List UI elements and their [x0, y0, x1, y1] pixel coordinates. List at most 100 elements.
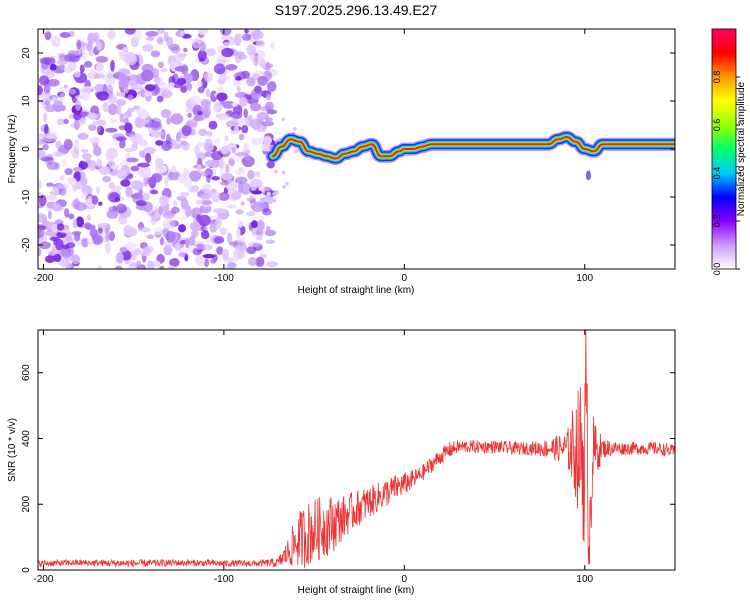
noise-blob	[38, 180, 43, 190]
noise-blob	[158, 205, 164, 215]
noise-blob	[122, 46, 129, 53]
noise-blob	[251, 220, 258, 229]
noise-blob	[255, 230, 262, 235]
noise-blob	[68, 61, 77, 71]
noise-blob	[185, 237, 190, 249]
noise-blob	[240, 201, 245, 207]
noise-blob	[257, 128, 266, 133]
noise-blob	[147, 260, 155, 269]
noise-blob	[194, 144, 200, 156]
noise-blob	[234, 176, 248, 184]
noise-blob	[120, 179, 131, 187]
snr-plot-area	[38, 330, 675, 570]
noise-blob	[264, 117, 273, 122]
noise-blob	[87, 196, 93, 204]
noise-blob	[155, 157, 164, 168]
noise-blob	[79, 86, 92, 95]
noise-blob	[63, 84, 68, 89]
noise-blob	[92, 120, 102, 126]
noise-blob	[275, 190, 279, 194]
noise-blob	[69, 177, 77, 187]
noise-blob	[195, 254, 206, 267]
x-tick-label: 100	[576, 273, 593, 284]
noise-blob	[220, 181, 230, 186]
noise-blob	[274, 169, 278, 174]
noise-blob	[134, 116, 145, 129]
noise-blob	[80, 149, 89, 153]
noise-blob	[230, 255, 240, 263]
noise-blob	[118, 76, 129, 89]
noise-blob	[74, 95, 84, 100]
noise-blob	[116, 104, 122, 116]
noise-blob	[150, 50, 161, 58]
noise-blob	[42, 144, 49, 151]
snr-frame	[37, 329, 676, 571]
noise-blob	[220, 29, 232, 37]
noise-blob	[68, 213, 75, 220]
noise-blob	[160, 140, 172, 152]
noise-blob	[44, 123, 49, 134]
noise-blob	[222, 100, 236, 109]
noise-blob	[63, 118, 69, 125]
noise-blob	[231, 191, 242, 200]
noise-blob	[42, 217, 48, 227]
noise-blob	[166, 117, 172, 125]
noise-blob	[205, 159, 218, 167]
noise-blob	[256, 112, 269, 120]
noise-blob	[250, 179, 263, 188]
colorbar-tick-label: 0.0	[712, 263, 722, 276]
noise-blob	[61, 244, 70, 249]
noise-blob	[140, 249, 151, 257]
noise-blob	[198, 57, 205, 63]
noise-blob	[181, 141, 190, 151]
noise-blob	[241, 33, 252, 41]
noise-blob	[203, 244, 213, 251]
noise-blob	[154, 206, 158, 218]
noise-blob	[211, 176, 221, 181]
noise-blob	[172, 199, 178, 209]
noise-blob	[180, 84, 188, 93]
noise-blob	[184, 205, 192, 218]
noise-blob	[191, 37, 202, 49]
noise-blob	[266, 161, 275, 169]
noise-blob	[251, 55, 264, 65]
noise-blob	[265, 93, 271, 101]
noise-blob	[64, 168, 73, 176]
noise-blob	[150, 131, 161, 138]
noise-blob	[78, 118, 87, 126]
noise-blob	[180, 216, 187, 221]
y-tick-label: 200	[21, 495, 32, 512]
noise-blob	[84, 222, 92, 230]
noise-blob	[75, 216, 84, 228]
noise-blob	[294, 149, 299, 154]
noise-blob	[231, 147, 237, 154]
noise-blob	[99, 166, 111, 176]
noise-blob	[167, 265, 175, 269]
noise-blob	[210, 258, 217, 264]
noise-blob	[109, 118, 118, 123]
y-tick-label: 400	[21, 430, 32, 447]
noise-blob	[55, 238, 64, 251]
noise-blob	[146, 177, 156, 186]
noise-blob	[72, 218, 78, 229]
noise-blob	[238, 133, 245, 141]
noise-blob	[241, 155, 255, 168]
noise-blob	[125, 186, 133, 198]
noise-blob	[142, 44, 154, 52]
noise-blob	[163, 31, 169, 42]
noise-blob	[124, 110, 132, 118]
noise-blob	[143, 175, 149, 187]
noise-blob	[144, 84, 156, 92]
colorbar-tick-label: 0.2	[712, 215, 722, 228]
noise-blob	[171, 206, 180, 214]
noise-blob	[252, 243, 261, 248]
noise-blob	[55, 140, 62, 149]
noise-blob	[57, 183, 69, 190]
noise-blob	[272, 198, 277, 203]
noise-blob	[264, 101, 274, 112]
noise-blob	[163, 245, 173, 256]
noise-blob	[216, 92, 228, 102]
noise-blob	[108, 182, 116, 190]
spectrogram-signal-track	[266, 130, 675, 166]
noise-blob	[250, 102, 262, 112]
